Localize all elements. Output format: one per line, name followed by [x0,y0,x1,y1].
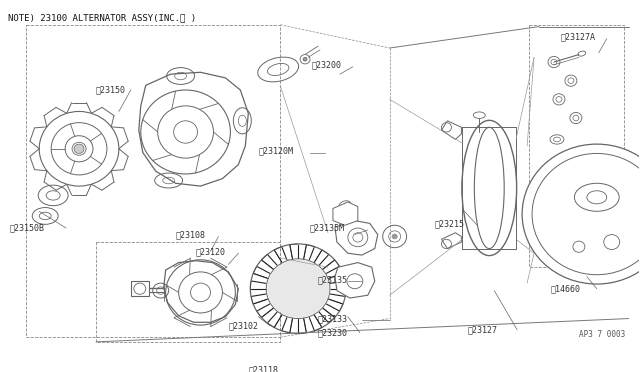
Polygon shape [442,121,461,140]
Text: ※23135: ※23135 [318,275,348,284]
Text: ※23118: ※23118 [248,365,278,372]
Text: ※23230: ※23230 [318,328,348,337]
Bar [26,25,280,337]
Text: ※23215: ※23215 [435,219,465,228]
Text: ※23135M: ※23135M [310,224,345,232]
Polygon shape [335,221,378,255]
Ellipse shape [462,120,516,256]
Text: ※23120M: ※23120M [259,146,293,155]
Polygon shape [164,261,238,322]
Text: ※14660: ※14660 [551,284,581,293]
Circle shape [74,144,84,153]
Text: ※23150B: ※23150B [10,224,44,232]
Polygon shape [139,72,248,186]
Circle shape [392,234,397,239]
Text: ※23200: ※23200 [312,60,342,69]
Bar [96,242,280,342]
Text: ※23150: ※23150 [96,86,126,94]
Text: ※23108: ※23108 [175,230,205,239]
Text: ※23120: ※23120 [196,247,225,256]
Bar [529,25,623,267]
Circle shape [303,57,307,61]
Polygon shape [333,202,358,225]
Bar [131,281,148,296]
Circle shape [268,260,329,318]
Text: ※23133: ※23133 [318,314,348,323]
Text: ※23127A: ※23127A [561,32,596,41]
Polygon shape [335,263,375,298]
Text: ※23127: ※23127 [467,325,497,334]
Text: AP3 7 0003: AP3 7 0003 [579,330,625,339]
Polygon shape [442,233,461,248]
Text: ※23102: ※23102 [228,321,259,330]
Text: NOTE) 23100 ALTERNATOR ASSY(INC.※ ): NOTE) 23100 ALTERNATOR ASSY(INC.※ ) [8,13,196,23]
Circle shape [522,144,640,284]
